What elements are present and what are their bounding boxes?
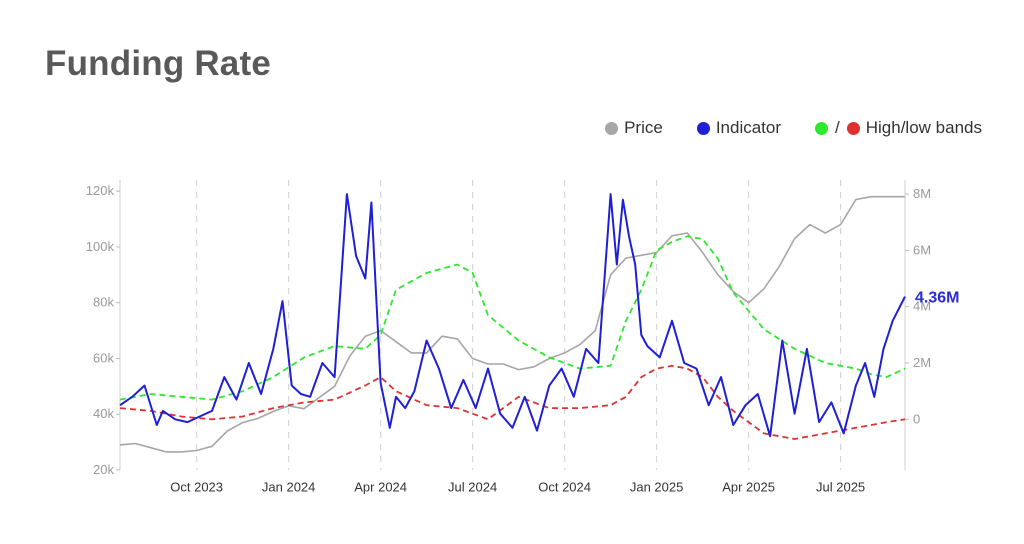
price-legend-dot-icon [605, 121, 619, 135]
x-tick-label: Oct 2024 [538, 480, 591, 495]
left-tick-label: 100k [86, 239, 115, 254]
legend-label-indicator: Indicator [715, 118, 782, 137]
legend-label-bands: High/low bands [865, 118, 982, 137]
x-tick-label: Apr 2024 [354, 480, 407, 495]
x-tick-label: Jan 2024 [262, 480, 316, 495]
grid-layer [196, 180, 842, 470]
series-layer [119, 193, 906, 453]
right-tick-label: 8M [913, 186, 931, 201]
x-tick-label: Oct 2023 [170, 480, 223, 495]
legend-bands-slash: / [835, 118, 840, 137]
chart-legend: Price Indicator / High/low bands [605, 118, 982, 138]
label-layer: 4.36M [915, 290, 959, 307]
legend-item-bands[interactable]: / High/low bands [815, 118, 982, 138]
left-tick-label: 40k [93, 406, 114, 421]
low-band-series-line [119, 364, 906, 440]
left-tick-label: 120k [86, 183, 115, 198]
right-tick-label: 4M [913, 299, 931, 314]
right-tick-label: 6M [913, 242, 931, 257]
high-band-legend-dot-icon [815, 121, 829, 135]
x-tick-label: Jul 2025 [816, 480, 865, 495]
indicator-last-value-label: 4.36M [915, 290, 959, 307]
legend-item-indicator[interactable]: Indicator [696, 118, 782, 138]
axis-layer: Oct 2023 Jan 2024 Apr 2024 Jul 2024 Oct 2024… [86, 180, 931, 495]
page-title: Funding Rate [45, 44, 271, 83]
legend-item-price[interactable]: Price [605, 118, 663, 138]
right-tick-label: 0 [913, 411, 920, 426]
indicator-legend-dot-icon [696, 121, 710, 135]
low-band-legend-dot-icon [846, 121, 860, 135]
right-tick-label: 2M [913, 355, 931, 370]
x-tick-label: Apr 2025 [722, 480, 775, 495]
indicator-series-line [119, 193, 906, 438]
x-tick-label: Jan 2025 [630, 480, 684, 495]
legend-label-price: Price [624, 118, 663, 137]
x-tick-label: Jul 2024 [448, 480, 497, 495]
left-tick-label: 60k [93, 350, 114, 365]
price-series-line [119, 195, 905, 453]
left-tick-label: 20k [93, 462, 114, 477]
left-tick-label: 80k [93, 295, 114, 310]
high-band-series-line [119, 235, 906, 401]
